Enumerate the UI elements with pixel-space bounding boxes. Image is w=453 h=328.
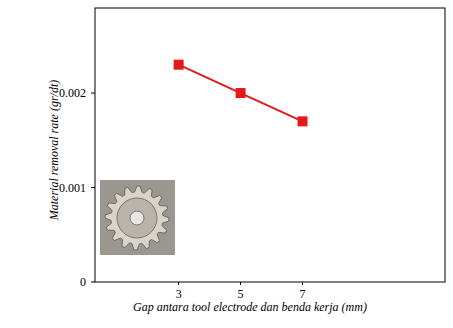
inset-photo [100, 180, 175, 255]
x-tick-label: 3 [176, 287, 182, 301]
series-line [179, 65, 303, 122]
x-tick-label: 5 [238, 287, 244, 301]
plot-frame [95, 8, 445, 282]
y-tick-label: 0.001 [59, 181, 86, 195]
series-marker [236, 88, 246, 98]
inset-gear-hub [117, 198, 157, 238]
y-tick-label: 0 [80, 275, 86, 289]
series-marker [174, 60, 184, 70]
y-tick [91, 282, 95, 283]
x-tick [302, 282, 303, 285]
y-tick [91, 93, 95, 94]
inset-background [100, 180, 175, 255]
x-tick-label: 7 [300, 287, 306, 301]
y-tick-label: 0.002 [59, 86, 86, 100]
chart-root: 0 0.001 0.002 3 5 7Gap antara tool electrode … [0, 0, 453, 328]
x-tick [240, 282, 241, 285]
x-tick [178, 282, 179, 285]
y-tick [91, 187, 95, 188]
inset-gear-hole [130, 211, 144, 225]
plot-area [174, 60, 308, 127]
chart-svg: 0 0.001 0.002 3 5 7Gap antara tool electrode … [0, 0, 453, 328]
x-axis-label: Gap antara tool electrode dan benda kerj… [133, 300, 367, 314]
series-marker [298, 116, 308, 126]
inset-gear [105, 186, 169, 250]
y-axis-label: Material removal rate (gr/dt) [47, 80, 61, 222]
